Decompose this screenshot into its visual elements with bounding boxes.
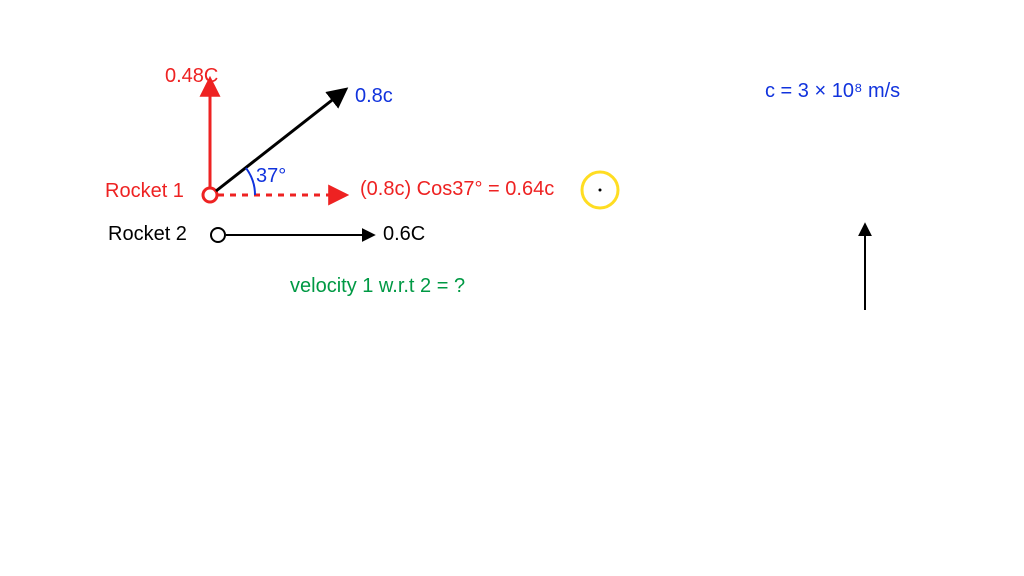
rocket-2-origin [211,228,225,242]
label-question: velocity 1 w.r.t 2 = ? [290,275,465,298]
label-rocket-1: Rocket 1 [105,180,184,203]
label-horizontal-calc: (0.8c) Cos37° = 0.64c [360,178,554,201]
label-rocket-2-speed: 0.6C [383,223,425,246]
label-vertical-component: 0.48C [165,65,218,88]
label-diagonal-vector: 0.8c [355,85,393,108]
angle-arc [246,168,255,195]
label-speed-of-light: c = 3 × 10⁸ m/s [765,80,900,103]
cursor-dot [599,189,602,192]
label-rocket-2: Rocket 2 [108,223,187,246]
label-angle: 37° [256,165,286,188]
rocket-1-origin [203,188,217,202]
